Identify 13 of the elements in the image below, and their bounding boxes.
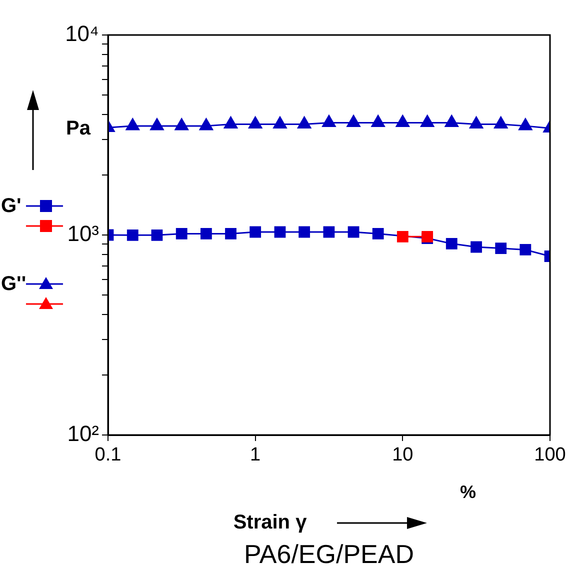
y-axis-title: Pa: [66, 118, 92, 140]
legend-label: G'': [1, 273, 26, 295]
x-tick-label: 1: [250, 444, 261, 466]
x-axis-title: Strain γ: [233, 512, 308, 534]
x-tick-label: 0.1: [94, 444, 122, 466]
y-tick-label: 10³: [67, 221, 99, 246]
legend-label: G': [1, 195, 22, 217]
y-tick-label: 10⁴: [65, 21, 99, 46]
x-tick-label: 10: [392, 444, 414, 466]
text: %: [460, 482, 476, 502]
x-tick-label: 100: [534, 444, 566, 466]
text: PA6/EG/PEAD: [244, 539, 414, 570]
y-tick-label: 10²: [67, 421, 99, 446]
